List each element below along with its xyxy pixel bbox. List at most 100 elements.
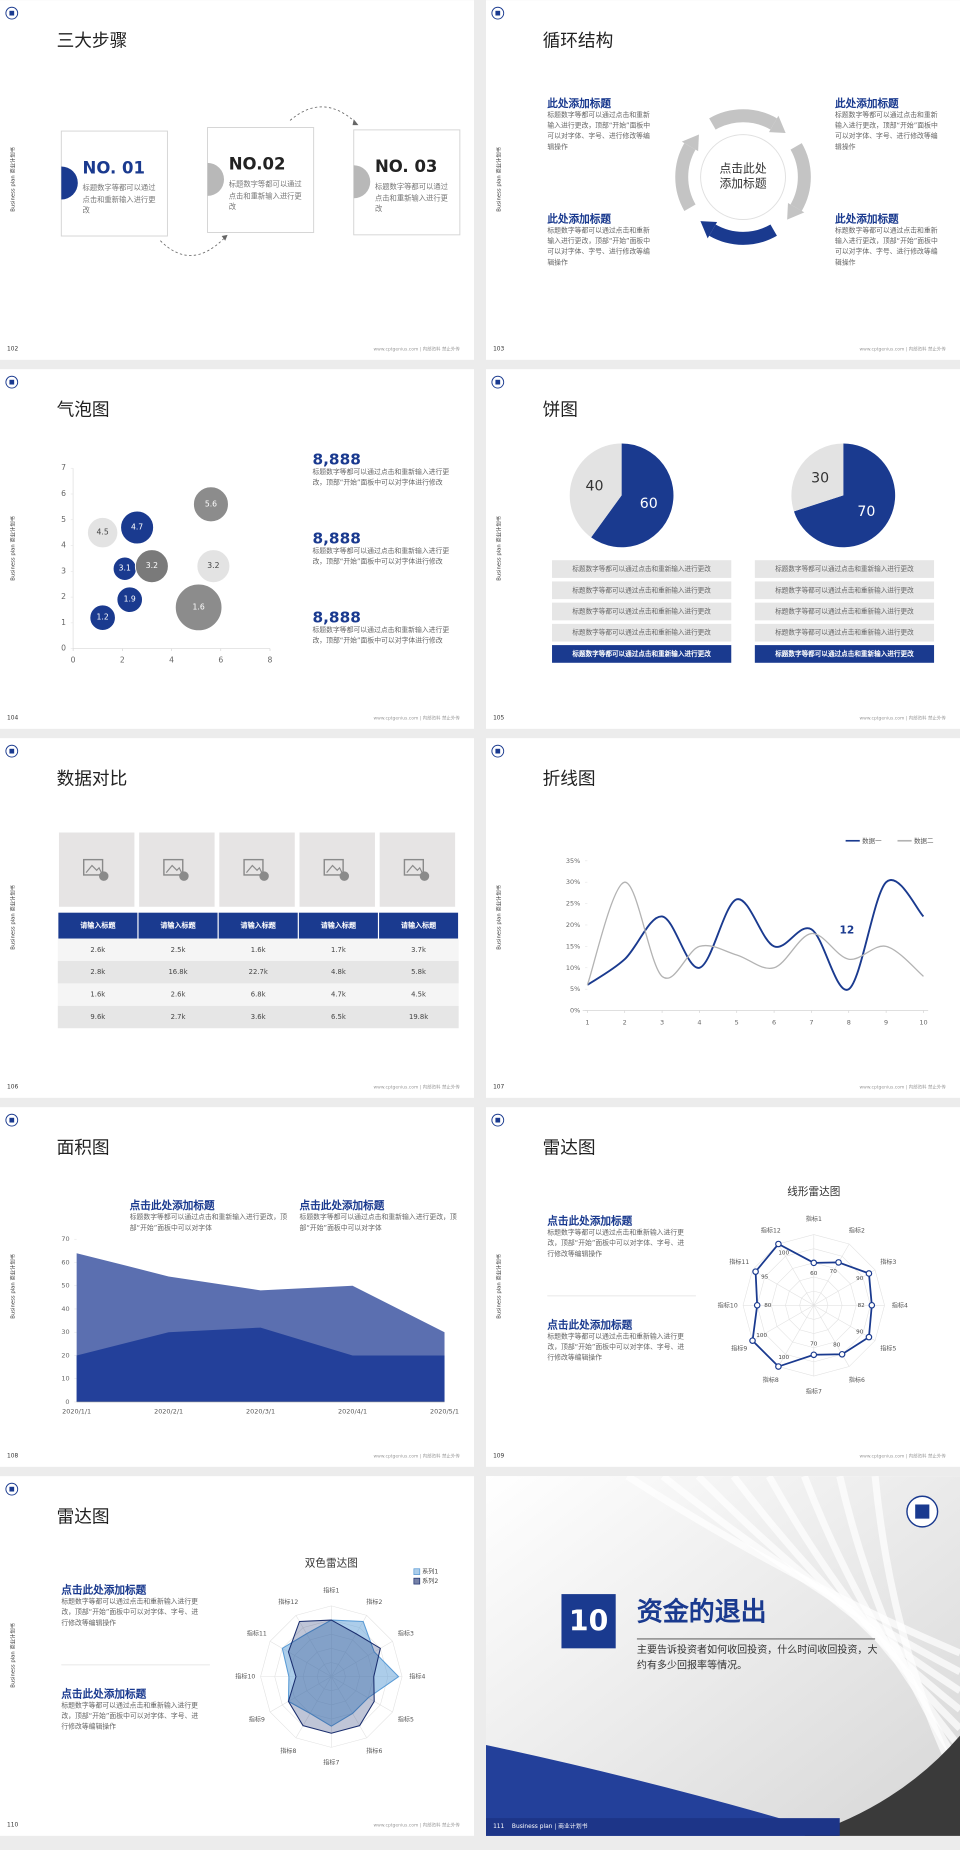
data-label: 100 <box>778 1251 789 1257</box>
bubble-label: 3.2 <box>207 561 219 570</box>
block-text-box: 标题数字等都可以通过点击和重新输入进行更改，顶部“开始”面板中可以对字体、字号、… <box>547 1334 684 1362</box>
slide-number: 109 <box>493 1454 504 1460</box>
annotation: 12 <box>840 923 855 936</box>
step-text-box: 标题数字等都可以通过点击和重新输入进行更改 <box>83 184 156 215</box>
list-row <box>754 645 935 663</box>
data-label: 70 <box>830 1269 838 1275</box>
bubble-label: 3.2 <box>146 561 158 570</box>
list-item: 标题数字等都可以通过点击和重新输入进行更改 <box>572 564 711 573</box>
side-label: Business plan 商业计划书 <box>8 1622 16 1687</box>
step-label: NO. 03 <box>375 157 437 176</box>
list-item: 标题数字等都可以通过点击和重新输入进行更改 <box>775 564 914 573</box>
side-label: Business plan 商业计划书 <box>8 146 16 211</box>
data-label: 80 <box>833 1343 841 1349</box>
decor-wave <box>804 1735 960 1836</box>
x-tick-label: 6 <box>772 1018 776 1026</box>
radar-axis-label: 指标12 <box>278 1598 298 1606</box>
radar-axis-label: 指标12 <box>761 1227 781 1235</box>
list-row <box>754 581 935 600</box>
radar-axis-label: 指标9 <box>249 1716 265 1724</box>
logo <box>491 6 505 20</box>
table-row <box>57 938 459 962</box>
y-tick-label: 30 <box>61 1328 69 1336</box>
x-tick-label: 2 <box>623 1018 627 1026</box>
slide-title: 面积图 <box>57 1137 110 1158</box>
legend-swatch <box>413 1568 421 1575</box>
data-label: 90 <box>856 1329 864 1335</box>
table-header: 请输入标题 <box>401 921 437 930</box>
logo-mark <box>495 1117 501 1123</box>
stat-text-box: 标题数字等都可以通过点击和重新输入进行更改，顶部“开始”面板中可以对字体进行修改 <box>312 627 449 645</box>
data-label: 80 <box>764 1303 772 1309</box>
x-tick-label: 9 <box>884 1018 888 1026</box>
logo-mark <box>915 1504 930 1519</box>
x-tick-label: 10 <box>919 1018 927 1026</box>
block-text-box: 标题数字等都可以通过点击和重新输入进行更改，顶部“开始”面板中可以对字体、字号、… <box>61 1599 198 1627</box>
slide-number: 110 <box>7 1823 18 1829</box>
block-text: 标题数字等都可以通过点击和重新输入进行更改，顶部“开始”面板中可以对字体 <box>299 1214 457 1233</box>
radar-spoke <box>752 1269 814 1306</box>
slide: Business plan 商业计划书 105 www.cptgenius.com … <box>486 369 960 729</box>
block-title: 此处添加标题 <box>547 213 611 226</box>
x-tick-label: 6 <box>218 655 223 664</box>
footer: www.cptgenius.com | 内部资料 禁止外传 <box>374 1822 461 1829</box>
table-header: 请输入标题 <box>160 921 196 930</box>
logo <box>5 744 19 758</box>
bubble-label: 1.6 <box>193 602 205 611</box>
stat-value: 8,888 <box>312 608 360 626</box>
y-tick-label: 30% <box>566 878 580 886</box>
block-title: 此处添加标题 <box>835 97 899 110</box>
radar-axis-label: 指标4 <box>409 1673 425 1681</box>
section-number: 10 <box>569 1604 608 1637</box>
radar-spoke <box>778 1305 815 1367</box>
slide-number: 111 <box>493 1824 504 1830</box>
bubble <box>89 604 116 631</box>
chart-title: 线形雷达图 <box>787 1185 840 1198</box>
image-icon <box>243 858 264 876</box>
footer: www.cptgenius.com | 内部资料 禁止外传 <box>374 1453 461 1460</box>
slide: Business plan 商业计划书 103 www.cptgenius.com … <box>486 0 960 360</box>
cycle-arrow <box>787 202 805 220</box>
step-text-box: 标题数字等都可以通过点击和重新输入进行更改 <box>229 181 302 212</box>
radar-axis-label: 指标11 <box>729 1258 749 1266</box>
radar-axis-label: 指标9 <box>731 1344 747 1352</box>
radar-axis-label: 指标3 <box>880 1258 896 1266</box>
slide-title: 折线图 <box>543 768 596 789</box>
stat-text: 标题数字等都可以通过点击和重新输入进行更改，顶部“开始”面板中可以对字体进行修改 <box>312 548 450 567</box>
table-header-cell <box>218 912 298 939</box>
slide: 10 资金的退出主要告诉投资者如何收回投资，什么时间收回投资，大约有多少回报率等情… <box>486 1476 960 1836</box>
step-marker <box>353 165 371 199</box>
slide-number: 103 <box>493 347 504 353</box>
table-cell: 2.7k <box>171 1013 186 1021</box>
block-title: 点击此处添加标题 <box>61 1584 146 1597</box>
image-icon-plus <box>419 871 430 881</box>
table-header-cell <box>379 912 459 939</box>
step-text-box: 标题数字等都可以通过点击和重新输入进行更改 <box>375 183 448 214</box>
radar-point <box>752 1268 759 1275</box>
block-text-box: 标题数字等都可以通过点击和重新输入进行更改，顶部“开始”面板中可以对字体、字号、… <box>547 112 650 151</box>
slide-title: 三大步骤 <box>57 30 128 51</box>
data-label: 60 <box>810 1271 818 1277</box>
slide: Business plan 商业计划书 110 www.cptgenius.com … <box>0 1476 474 1836</box>
chart-title: 双色雷达图 <box>305 1556 358 1569</box>
step-card <box>60 130 168 237</box>
logo-mark <box>495 10 501 16</box>
list-row <box>754 602 935 621</box>
side-label: Business plan 商业计划书 <box>8 1253 16 1318</box>
table-cell: 19.8k <box>409 1013 428 1021</box>
data-label: 70 <box>810 1342 818 1348</box>
y-tick-label: 15% <box>566 942 580 950</box>
radar-point <box>838 1350 846 1358</box>
image-icon <box>403 858 425 876</box>
stat-text-box: 标题数字等都可以通过点击和重新输入进行更改，顶部“开始”面板中可以对字体进行修改 <box>312 469 449 487</box>
radar-point <box>810 1259 818 1267</box>
block-text: 标题数字等都可以通过点击和重新输入进行更改，顶部“开始”面板中可以对字体、字号、… <box>835 112 938 152</box>
radar-spoke <box>778 1243 815 1306</box>
data-label: 90 <box>856 1276 864 1282</box>
legend-label: 数据一 <box>862 836 882 845</box>
bubble <box>196 549 231 584</box>
radar-axis-label: 指标5 <box>880 1344 896 1352</box>
table-header-cell <box>58 912 138 939</box>
